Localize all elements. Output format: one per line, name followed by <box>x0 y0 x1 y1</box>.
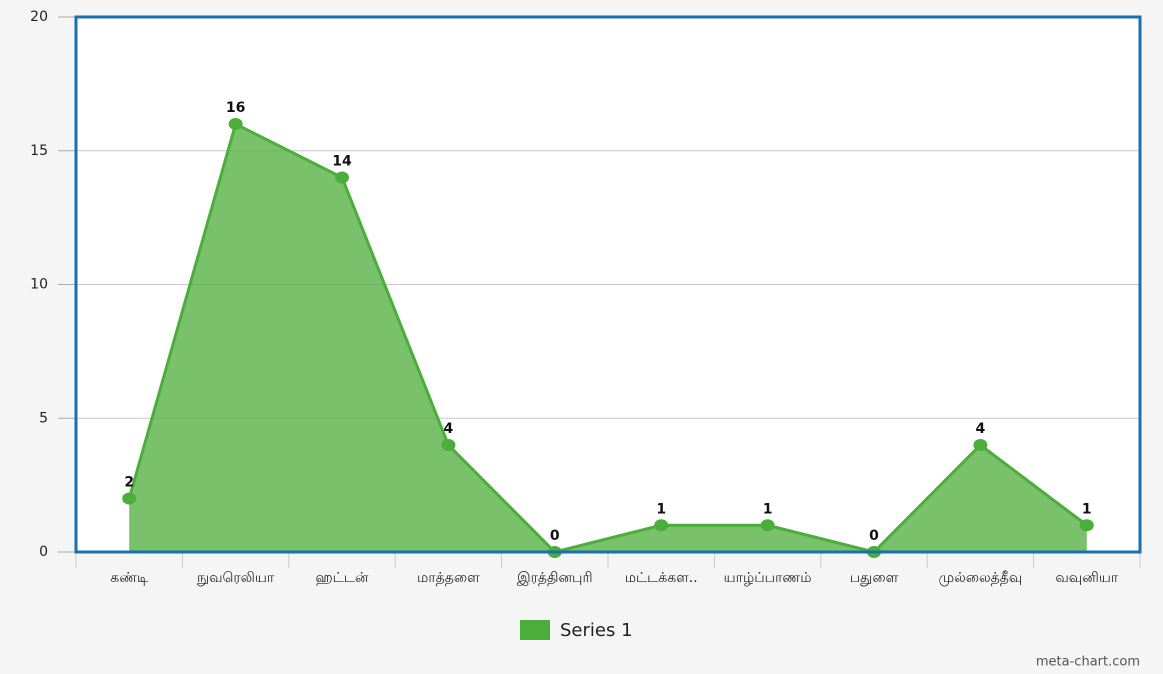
legend-swatch <box>520 620 550 640</box>
x-tick-label: வவுனியா <box>1055 570 1119 586</box>
data-label: 16 <box>226 100 245 116</box>
point <box>335 171 349 184</box>
x-tick-label: இரத்தினபுரி <box>517 570 593 586</box>
point <box>122 492 137 505</box>
point <box>760 519 775 532</box>
x-tick-label: நுவரெலியா <box>197 570 275 586</box>
data-label: 1 <box>763 501 773 517</box>
y-tick-label: 0 <box>39 544 48 560</box>
point <box>654 519 669 532</box>
point <box>228 118 243 130</box>
y-tick-label: 20 <box>30 9 48 25</box>
legend-label: Series 1 <box>560 620 633 641</box>
point <box>441 439 456 451</box>
x-tick-label: கண்டி <box>110 570 148 586</box>
x-tick-label: மாத்தளை <box>417 570 480 586</box>
point <box>1079 519 1094 532</box>
y-tick-label: 10 <box>30 277 48 293</box>
data-label: 4 <box>444 421 454 437</box>
x-tick-label: மட்டக்கள.. <box>625 570 698 586</box>
data-label: 2 <box>124 475 134 491</box>
data-label: 4 <box>976 421 986 437</box>
y-tick-label: 5 <box>39 410 48 426</box>
data-label: 14 <box>332 154 352 170</box>
data-label: 1 <box>656 501 666 517</box>
area <box>129 124 1087 552</box>
data-label: 1 <box>1082 501 1092 517</box>
x-tick-label: பதுளை <box>850 570 899 586</box>
point <box>973 439 988 451</box>
data-label: 0 <box>550 528 560 544</box>
data-label: 0 <box>869 528 879 544</box>
x-tick-label: யாழ்ப்பாணம் <box>724 570 812 586</box>
y-tick-label: 15 <box>30 143 48 159</box>
credit: meta-chart.com <box>1036 655 1140 670</box>
x-tick-label: ஹட்டன் <box>315 570 368 586</box>
plot-border <box>74 15 1142 554</box>
line <box>127 121 1088 554</box>
x-tick-label: முல்லைத்தீவு <box>939 570 1023 586</box>
